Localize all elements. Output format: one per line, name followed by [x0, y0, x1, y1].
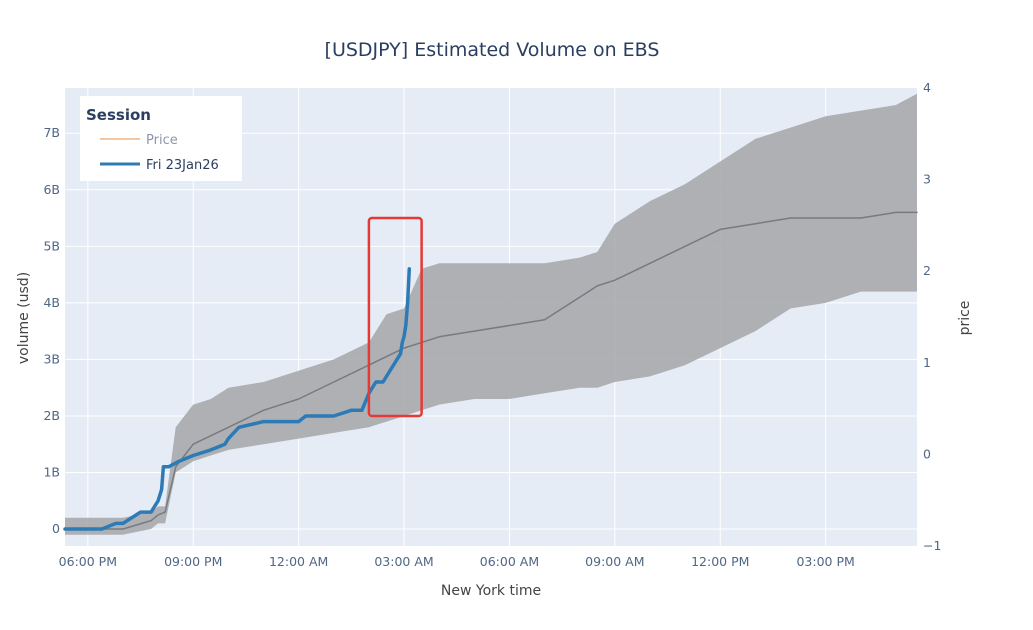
x-tick-label: 09:00 AM [585, 554, 644, 569]
y2-tick-label: 0 [923, 446, 931, 461]
legend-item-price[interactable]: Price [146, 133, 178, 148]
series-line-fri-23jan26 [63, 267, 412, 531]
y2-tick-label: −1 [923, 538, 941, 553]
x-tick-label: 12:00 PM [691, 554, 749, 569]
y2-tick-label: 4 [923, 80, 931, 95]
y-tick-label: 3B [43, 351, 60, 366]
volume-range-band [65, 93, 917, 535]
x-tick-label: 12:00 AM [269, 554, 328, 569]
legend: Session Price Fri 23Jan26 [80, 96, 242, 181]
y-tick-label: 7B [43, 125, 60, 140]
x-tick-label: 09:00 PM [164, 554, 222, 569]
y2-tick-label: 2 [923, 263, 931, 278]
chart-title: [USDJPY] Estimated Volume on EBS [325, 39, 660, 61]
x-tick-label: 03:00 AM [374, 554, 433, 569]
x-axis-title: New York time [441, 583, 541, 599]
y-tick-label: 2B [43, 408, 60, 423]
y-axis-title: volume (usd) [16, 272, 32, 364]
highlight-layer [367, 216, 423, 418]
y2-tick-label: 1 [923, 355, 931, 370]
series-layer [63, 211, 918, 531]
legend-title: Session [86, 106, 151, 124]
y2-axis-title: price [957, 301, 973, 336]
y-tick-label: 0 [52, 521, 60, 536]
band-layer [65, 93, 917, 535]
y2-tick-label: 3 [923, 172, 931, 187]
tick-labels: 06:00 PM 09:00 PM 12:00 AM 03:00 AM 06:00 AM… [43, 80, 941, 569]
y-tick-label: 1B [43, 464, 60, 479]
y-tick-label: 6B [43, 182, 60, 197]
legend-item-fri-23jan26[interactable]: Fri 23Jan26 [146, 158, 219, 173]
x-tick-label: 06:00 AM [480, 554, 539, 569]
median-line [64, 211, 918, 530]
y-tick-label: 4B [43, 295, 60, 310]
highlight-box [367, 216, 423, 418]
x-tick-label: 03:00 PM [796, 554, 854, 569]
x-tick-label: 06:00 PM [59, 554, 117, 569]
y-tick-label: 5B [43, 238, 60, 253]
